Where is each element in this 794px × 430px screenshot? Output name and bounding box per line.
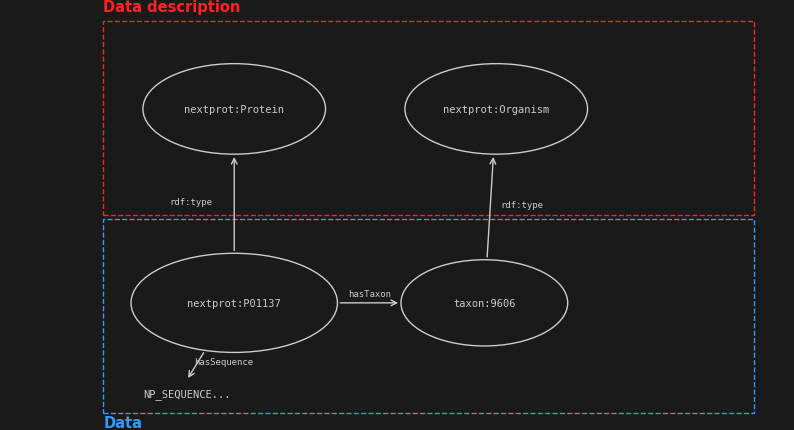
Text: rdf:type: rdf:type: [500, 201, 543, 210]
Text: nextprot:Organism: nextprot:Organism: [443, 104, 549, 115]
Text: Data description: Data description: [103, 0, 241, 15]
Bar: [103, 219, 754, 413]
Bar: [103, 22, 754, 215]
Text: nextprot:Protein: nextprot:Protein: [184, 104, 284, 115]
Text: nextprot:P01137: nextprot:P01137: [187, 298, 281, 308]
Text: NP_SEQUENCE...: NP_SEQUENCE...: [143, 388, 230, 399]
Text: hasSequence: hasSequence: [194, 357, 253, 366]
Text: Data: Data: [103, 415, 142, 430]
Text: taxon:9606: taxon:9606: [453, 298, 515, 308]
Text: rdf:type: rdf:type: [169, 198, 212, 206]
Text: hasTaxon: hasTaxon: [348, 289, 391, 298]
